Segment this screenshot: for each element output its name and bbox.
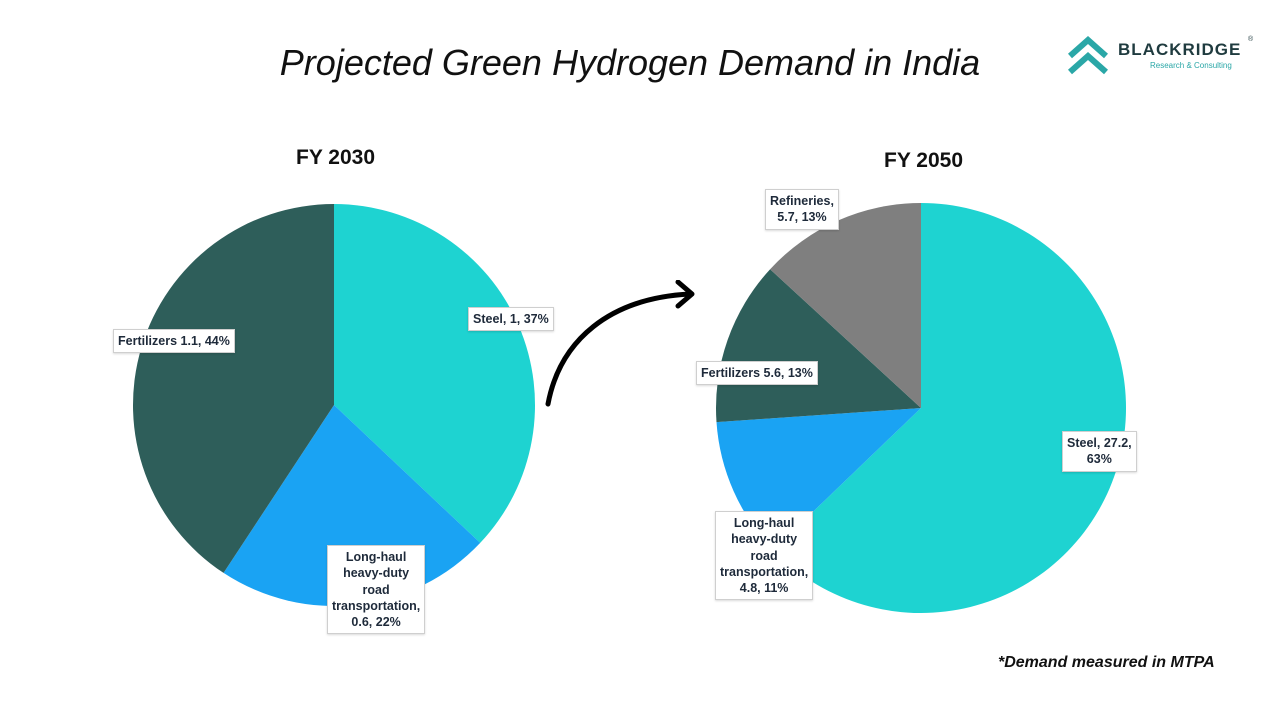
blackridge-logo-icon bbox=[1068, 35, 1108, 75]
data-label-line: Steel, 27.2, bbox=[1067, 436, 1132, 450]
data-label-line: Refineries, bbox=[770, 194, 834, 208]
data-label-line: Steel, 1, 37% bbox=[473, 312, 549, 326]
data-label-line: heavy-duty bbox=[731, 532, 798, 547]
logo-tagline: Research & Consulting bbox=[1150, 61, 1232, 70]
data-label-line: 5.7, 13% bbox=[777, 210, 827, 225]
data-label-fertilizers: Fertilizers 5.6, 13% bbox=[696, 361, 818, 386]
data-label-line: Fertilizers 5.6, 13% bbox=[701, 366, 813, 380]
data-label-fertilizers: Fertilizers 1.1, 44% bbox=[113, 329, 235, 354]
data-label-line: heavy-duty bbox=[343, 566, 410, 581]
logo-registered-mark: ® bbox=[1248, 36, 1254, 43]
pie-slice-fertilizers bbox=[133, 204, 334, 573]
footnote: *Demand measured in MTPA bbox=[998, 654, 1215, 671]
data-label-long-haul: Long-haul heavy-duty road transportation, 4.… bbox=[715, 511, 814, 601]
data-label-line: transportation, bbox=[720, 564, 809, 579]
data-label-line: Long-haul bbox=[345, 550, 407, 564]
data-label-line: Fertilizers 1.1, 44% bbox=[118, 334, 230, 348]
pie-slice-refineries bbox=[770, 203, 921, 408]
data-label-line: 0.6, 22% bbox=[351, 615, 401, 629]
data-label-line: 4.8, 11% bbox=[739, 581, 789, 595]
logo-name: BLACKRIDGE bbox=[1118, 40, 1242, 59]
data-label-line: 63% bbox=[1086, 452, 1112, 467]
chart-title-fy2050: FY 2050 bbox=[884, 149, 964, 172]
data-label-line: transportation, bbox=[332, 598, 421, 613]
data-label-steel: Steel, 27.2, 63% bbox=[1062, 431, 1137, 472]
company-logo: BLACKRIDGE ® Research & Consulting bbox=[1066, 34, 1266, 78]
transition-arrow-icon bbox=[545, 280, 695, 407]
data-label-refineries: Refineries, 5.7, 13% bbox=[765, 189, 839, 230]
page-title: Projected Green Hydrogen Demand in India bbox=[279, 42, 981, 83]
pie-slice-steel bbox=[773, 203, 1126, 613]
pie-slice-steel bbox=[334, 204, 535, 543]
data-label-line: road bbox=[362, 582, 390, 597]
data-label-line: road bbox=[750, 548, 778, 563]
chart-title-fy2030: FY 2030 bbox=[296, 146, 376, 169]
data-label-line: Long-haul bbox=[733, 516, 795, 530]
data-label-long-haul: Long-haul heavy-duty road transportation, 0.… bbox=[327, 545, 426, 635]
data-label-steel: Steel, 1, 37% bbox=[468, 307, 554, 332]
